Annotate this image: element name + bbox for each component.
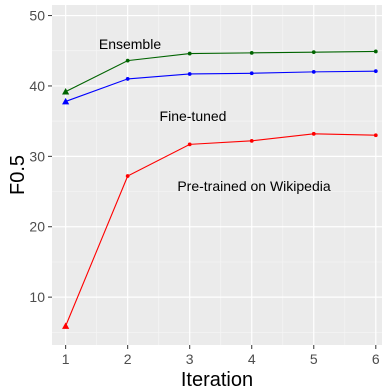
y-tick-label: 20 (29, 219, 45, 235)
series-3-point-marker (62, 322, 70, 329)
series-2-point-marker (311, 69, 316, 74)
plot-panel (52, 5, 382, 345)
x-tick-label: 6 (372, 351, 380, 367)
series-2-point-marker (62, 97, 70, 105)
series-3-point-marker (373, 133, 378, 138)
series-layer (62, 49, 378, 329)
series-1-point-marker (62, 87, 70, 95)
series-label-pretrained: Pre-trained on Wikipedia (177, 178, 331, 194)
y-tick-label: 40 (29, 78, 45, 94)
series-1-point-marker (373, 49, 378, 54)
series-line-2 (65, 70, 376, 102)
series-1-point-marker (249, 50, 254, 55)
series-2-point-marker (125, 77, 130, 81)
x-axis-title: Iteration (181, 369, 253, 388)
y-tick-label: 30 (29, 148, 45, 164)
x-tick-label: 2 (124, 351, 132, 367)
series-1-point-marker (311, 50, 316, 55)
series-1-point-marker (187, 51, 192, 56)
series-2-point-marker (249, 71, 254, 76)
y-axis: 10 20 30 40 50 (29, 8, 52, 305)
x-axis: 1 2 3 4 5 6 (62, 345, 380, 367)
series-label-fine-tuned: Fine-tuned (160, 108, 227, 124)
series-1-point-marker (125, 58, 130, 63)
series-label-ensemble: Ensemble (99, 36, 161, 52)
x-tick-label: 1 (62, 351, 70, 367)
series-line-1 (65, 50, 376, 93)
series-3-point-marker (249, 138, 254, 143)
series-2-point-marker (187, 72, 192, 76)
series-3-point-marker (125, 174, 130, 178)
x-tick-label: 5 (310, 351, 318, 367)
y-axis-title: F0.5 (7, 155, 29, 195)
series-line-3 (65, 133, 376, 327)
minor-gridlines (52, 5, 382, 345)
x-tick-label: 4 (248, 351, 256, 367)
series-3-point-marker (187, 142, 192, 147)
series-3-point-marker (311, 131, 316, 136)
y-tick-label: 10 (29, 289, 45, 305)
y-tick-label: 50 (29, 8, 45, 24)
annotation-layer: Ensemble Fine-tuned Pre-trained on Wikip… (99, 36, 331, 194)
series-2-point-marker (373, 69, 378, 74)
x-tick-label: 3 (186, 351, 194, 367)
